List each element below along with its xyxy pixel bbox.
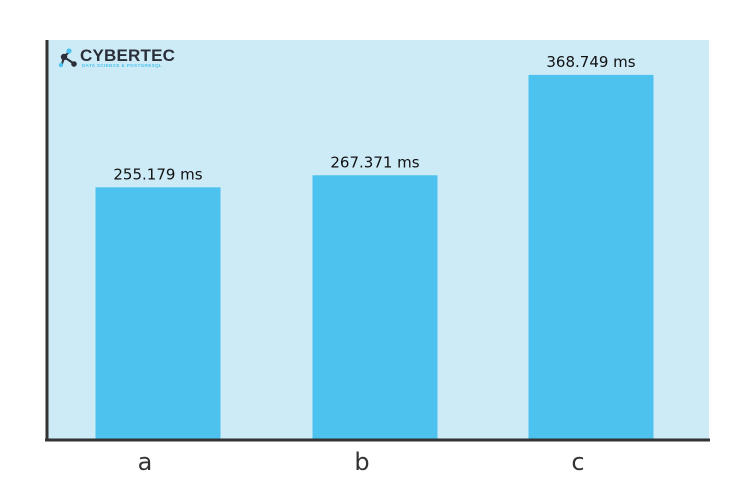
x-tick-labels: a b c xyxy=(138,448,585,476)
bars-group xyxy=(95,74,654,440)
x-tick-label-c: c xyxy=(571,448,584,476)
x-tick-label-b: b xyxy=(354,448,369,476)
x-tick-label-a: a xyxy=(138,448,153,476)
bar-value-label-b: 267.371 ms xyxy=(330,153,419,171)
bar-value-label-c: 368.749 ms xyxy=(546,53,635,71)
bar-value-label-a: 255.179 ms xyxy=(113,165,202,183)
logo-tagline: DATA SCIENCE & POSTGRESQL xyxy=(82,63,162,68)
bar-c xyxy=(528,74,654,440)
bar-a xyxy=(95,187,221,440)
bar-b xyxy=(312,175,438,440)
company-logo: CYBERTEC DATA SCIENCE & POSTGRESQL xyxy=(58,46,175,68)
bar-value-labels: 255.179 ms 267.371 ms 368.749 ms xyxy=(113,53,635,183)
molecule-logo-icon xyxy=(58,48,77,68)
logo-name: CYBERTEC xyxy=(80,46,175,65)
